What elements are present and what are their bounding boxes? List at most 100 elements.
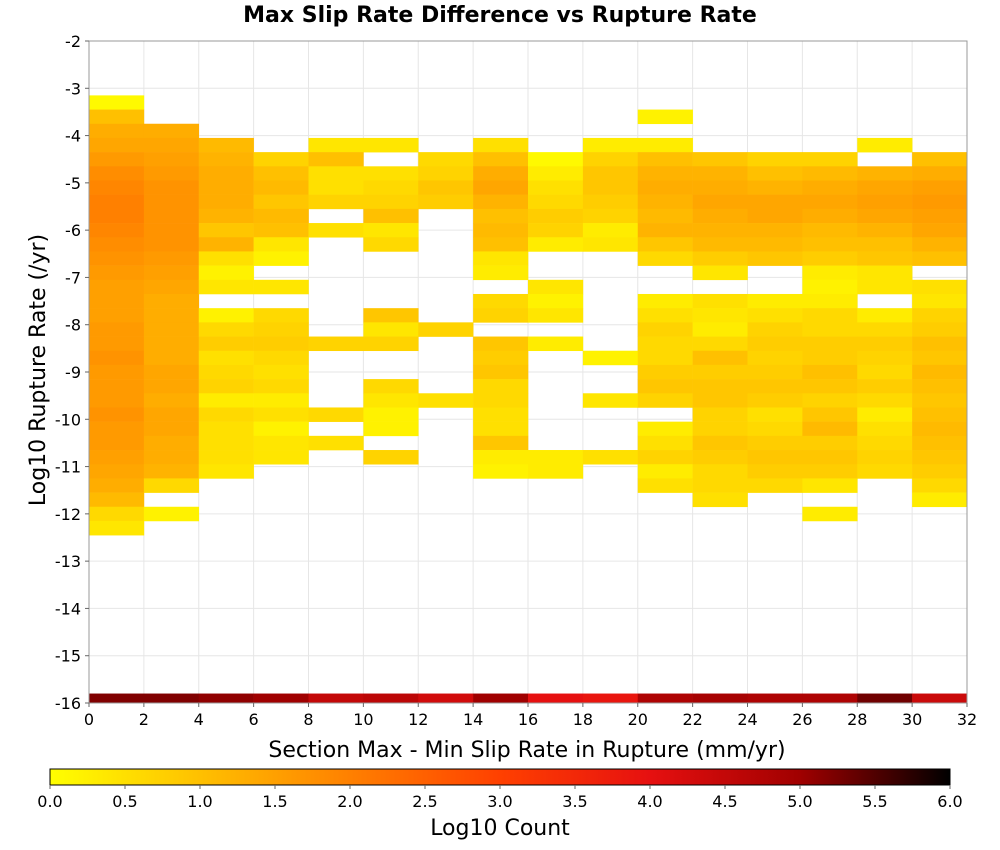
heatmap-cell <box>637 336 693 352</box>
heatmap-cell <box>198 322 254 337</box>
heatmap-cell <box>637 251 693 266</box>
heatmap-cell-bottom <box>692 693 748 703</box>
y-tick-label: -5 <box>65 174 81 193</box>
heatmap-cell <box>637 393 693 408</box>
y-tick-label: -14 <box>55 599 81 618</box>
heatmap-cell <box>692 364 748 380</box>
heatmap-cell <box>692 350 748 366</box>
heatmap-cell <box>89 109 145 125</box>
x-tick-label: 2 <box>139 710 149 729</box>
heatmap-cell-bottom <box>253 693 309 703</box>
heatmap-cell <box>528 293 584 309</box>
heatmap-cell <box>802 265 858 281</box>
heatmap-cell <box>637 194 693 210</box>
heatmap-cell <box>143 506 200 522</box>
heatmap-cell <box>747 322 803 337</box>
heatmap-cell <box>473 407 529 422</box>
x-tick-label: 32 <box>957 710 977 729</box>
heatmap-cell <box>692 336 748 352</box>
heatmap-cell <box>363 407 419 422</box>
heatmap-cell <box>363 223 419 238</box>
heatmap-cell <box>143 194 200 210</box>
heatmap-cell <box>89 364 145 380</box>
heatmap-cell <box>912 293 968 309</box>
heatmap-cell <box>198 450 254 465</box>
heatmap-cell <box>857 180 913 195</box>
heatmap-cell <box>802 393 858 408</box>
heatmap-cell-bottom <box>363 693 419 703</box>
heatmap-cell <box>89 336 145 352</box>
heatmap-cell <box>637 450 693 465</box>
heatmap-cell <box>473 137 529 153</box>
heatmap-cell <box>637 208 693 224</box>
heatmap-cell <box>143 464 200 479</box>
y-tick-label: -13 <box>55 552 81 571</box>
heatmap-cell <box>637 223 693 238</box>
heatmap-cell <box>253 308 309 323</box>
heatmap-cell <box>692 251 748 266</box>
heatmap-cell <box>143 137 200 153</box>
heatmap-cell <box>802 237 858 252</box>
heatmap-cell <box>857 322 913 337</box>
heatmap-cell <box>802 421 858 437</box>
heatmap-cell <box>143 450 200 465</box>
heatmap-cell <box>912 279 968 295</box>
heatmap-cell <box>253 223 309 238</box>
heatmap-cell <box>528 336 584 352</box>
heatmap-cell <box>308 194 364 210</box>
heatmap-cell <box>143 435 200 451</box>
heatmap-cell <box>692 492 748 508</box>
heatmap-cell <box>363 208 419 224</box>
heatmap-cell <box>582 180 639 195</box>
heatmap-cell <box>143 208 200 224</box>
heatmap-cell <box>802 208 858 224</box>
x-tick-label: 8 <box>303 710 313 729</box>
heatmap-cell <box>143 421 200 437</box>
x-tick-label: 12 <box>408 710 428 729</box>
colorbar-tick-label: 1.0 <box>187 792 212 811</box>
heatmap-cell <box>692 194 748 210</box>
heatmap-cell <box>857 194 913 210</box>
heatmap-cell <box>637 464 693 479</box>
heatmap-cell <box>198 152 254 167</box>
heatmap-cell <box>89 492 145 508</box>
heatmap-cell <box>198 194 254 210</box>
heatmap-cell <box>198 137 254 153</box>
heatmap-cell <box>912 450 968 465</box>
heatmap-cell <box>528 194 584 210</box>
heatmap-cell <box>143 293 200 309</box>
heatmap-cell <box>198 336 254 352</box>
heatmap-cell <box>747 393 803 408</box>
heatmap-cell <box>747 223 803 238</box>
heatmap-cell <box>692 223 748 238</box>
heatmap-cell <box>528 166 584 181</box>
colorbar-tick-label: 2.0 <box>337 792 362 811</box>
heatmap-cell <box>747 208 803 224</box>
heatmap-cell-bottom <box>582 693 639 703</box>
colorbar-tick-label: 5.5 <box>862 792 887 811</box>
heatmap-cell <box>857 166 913 181</box>
heatmap-cell <box>802 308 858 323</box>
heatmap-cell <box>692 237 748 252</box>
heatmap-cell <box>473 421 529 437</box>
heatmap-cell <box>692 293 748 309</box>
heatmap-cell <box>89 279 145 295</box>
heatmap-cell <box>692 308 748 323</box>
heatmap-cell-bottom <box>747 693 803 703</box>
heatmap-cell-bottom <box>802 693 858 703</box>
y-axis-ticks: -2 -3 -4 -5 -6 -7 -8 -9 -10 -11 -12 -13 -14 -15 -16 <box>55 32 89 713</box>
heatmap-cell <box>637 293 693 309</box>
x-tick-label: 22 <box>682 710 702 729</box>
heatmap-cell <box>747 421 803 437</box>
heatmap-cell <box>89 166 145 181</box>
heatmap-cell <box>528 279 584 295</box>
heatmap-cell <box>637 308 693 323</box>
heatmap-cell <box>473 194 529 210</box>
heatmap-cell <box>143 180 200 195</box>
x-axis-label: Section Max - Min Slip Rate in Rupture (… <box>268 738 785 763</box>
heatmap-cell <box>528 180 584 195</box>
heatmap-cell <box>89 123 145 139</box>
heatmap-cell <box>747 336 803 352</box>
heatmap-cell <box>89 237 145 252</box>
